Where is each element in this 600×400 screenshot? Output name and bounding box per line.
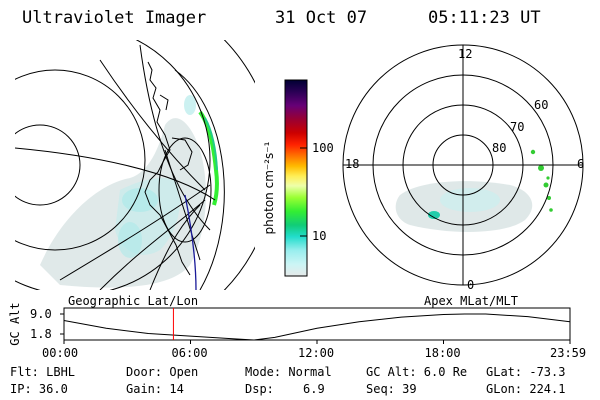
- time-tick-label: 18:00: [424, 346, 461, 360]
- mlt-label-6: 6: [577, 157, 585, 171]
- altitude-tick-min: 1.8: [30, 327, 52, 341]
- right-panel-label: Apex MLat/MLT: [424, 294, 518, 308]
- altitude-strip: [60, 307, 571, 344]
- mlt-label-18: 18: [345, 157, 360, 171]
- polar-plot: [342, 44, 584, 286]
- mlat-label-60: 60: [534, 98, 549, 112]
- mlat-label-70: 70: [510, 120, 525, 134]
- dsp-label: Dsp:: [245, 382, 274, 396]
- seq-info: Seq: 39: [366, 382, 417, 396]
- colorbar-tick-100: 100: [312, 141, 334, 155]
- altitude-axis-label: GC Alt: [8, 302, 22, 346]
- mlt-label-0: 0: [467, 278, 475, 292]
- time-tick-label: 23:59: [550, 346, 587, 360]
- mode-info: Mode: Normal: [245, 365, 332, 379]
- altitude-curve: [63, 313, 571, 341]
- glat-info: GLat: -73.3: [486, 365, 566, 379]
- date-label: 31 Oct 07: [275, 8, 368, 28]
- gain-info: Gain: 14: [126, 382, 184, 396]
- aurora-emission-left: [40, 95, 206, 288]
- time-label: 05:11:23 UT: [428, 8, 541, 28]
- mlt-label-12: 12: [458, 47, 473, 61]
- colorbar-tick-10: 10: [312, 229, 327, 243]
- auroral-spots-polar: [530, 149, 553, 212]
- time-tick-label: 12:00: [298, 346, 335, 360]
- door-info: Door: Open: [126, 365, 199, 379]
- mlat-label-80: 80: [492, 141, 507, 155]
- color-bar: [284, 79, 308, 277]
- colorbar-unit-label: photon cm⁻²s⁻¹: [262, 141, 276, 235]
- time-tick-label: 06:00: [171, 346, 208, 360]
- geographic-image: [15, 40, 255, 290]
- dsp-value: 6.9: [303, 382, 325, 396]
- filter-info: Flt: LBHL: [10, 365, 76, 379]
- glon-info: GLon: 224.1: [486, 382, 566, 396]
- ip-info: IP: 36.0: [10, 382, 68, 396]
- left-panel-label: Geographic Lat/Lon: [68, 294, 199, 308]
- gc-alt-info: GC Alt: 6.0 Re: [366, 365, 468, 379]
- instrument-title: Ultraviolet Imager: [22, 8, 207, 28]
- altitude-tick-max: 9.0: [30, 307, 52, 321]
- time-tick-label: 00:00: [42, 346, 79, 360]
- terminator-line: [184, 194, 197, 290]
- coastline: [144, 61, 193, 276]
- geo-grid: [15, 40, 255, 290]
